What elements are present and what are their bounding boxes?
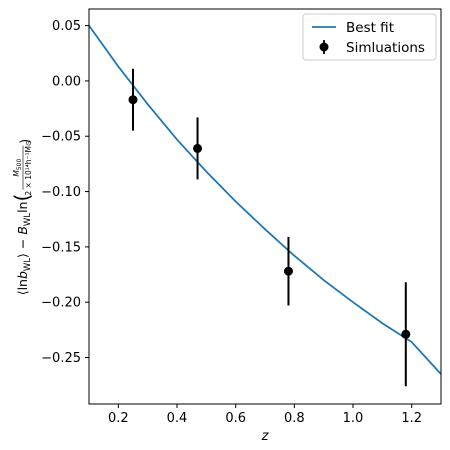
x-axis-label: z [261,429,270,444]
x-axis-ticks: 0.2 0.4 0.6 0.8 1.0 1.2 [108,404,422,426]
legend-label: Best fit [346,20,394,36]
x-tick-label: 0.2 [108,411,129,426]
y-tick-label: −0.20 [41,296,81,311]
y-tick-label: −0.05 [41,130,81,145]
x-tick-label: 0.6 [225,411,246,426]
y-tick-label: 0.05 [52,19,81,34]
y-tick-label: −0.15 [41,240,81,255]
x-tick-label: 1.0 [343,411,364,426]
legend-marker-swatch [319,42,329,52]
y-axis-label-close-paren: ) [17,139,32,144]
simulation-point [283,236,293,306]
data-marker [283,266,293,276]
data-marker [401,329,411,339]
y-tick-label: −0.10 [41,185,81,200]
simulation-point [193,117,203,180]
legend: Best fit Simluations [302,13,437,61]
y-axis-ticks: 0.05 0.00 −0.05 −0.10 −0.15 −0.20 −0.25 [41,19,89,366]
legend-box [302,13,437,61]
data-marker [128,95,138,105]
fraction-denominator: 2 × 10¹⁴h⁻¹M⊙ [24,140,33,196]
y-axis-label-fraction: M500 2 × 10¹⁴h⁻¹M⊙) [12,139,33,196]
simulation-point [401,282,411,387]
x-tick-label: 0.4 [167,411,188,426]
y-axis-label: ⟨lnbWL⟩ − BWLln(M500 2 × 10¹⁴h⁻¹M⊙) [10,139,34,296]
data-marker [193,143,203,153]
plot-frame [88,8,442,405]
legend-label: Simluations [346,40,425,56]
plot-content [89,25,441,387]
fraction-numerator: M500 [12,159,23,177]
y-axis-label-text: ⟨lnbWL⟩ − BWLln( [10,194,34,296]
x-tick-label: 1.2 [401,411,422,426]
best-fit-line [89,25,441,375]
simulation-point [128,68,138,131]
y-tick-label: −0.25 [41,351,81,366]
x-tick-label: 0.8 [284,411,305,426]
y-tick-label: 0.00 [52,74,81,89]
